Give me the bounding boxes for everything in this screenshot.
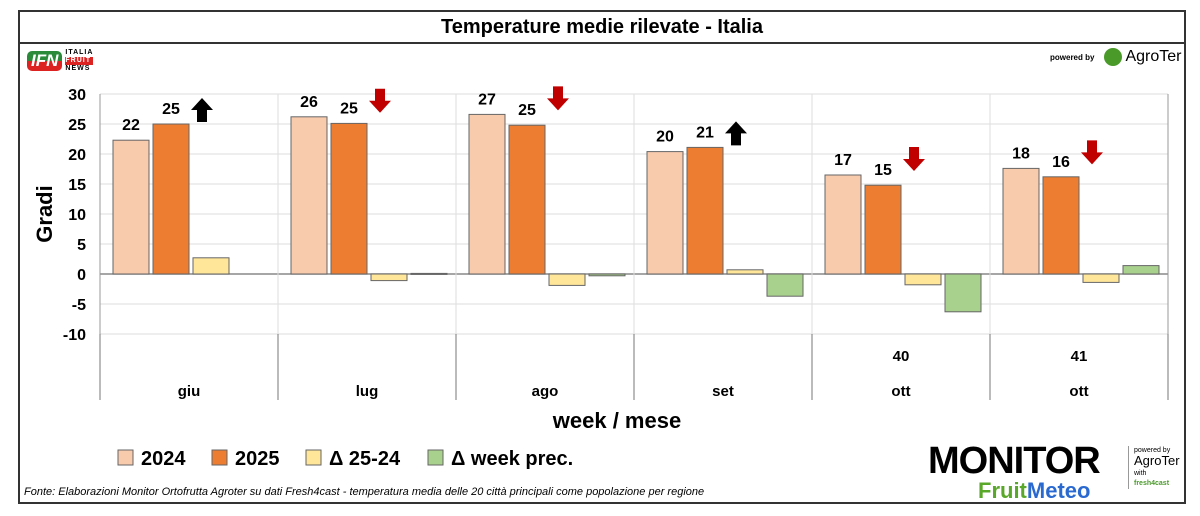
bar--25-24 [370, 273, 408, 282]
bar--25-24 [548, 273, 586, 286]
x-axis-title: week / mese [552, 408, 681, 433]
bar--week-prec- [766, 273, 804, 297]
arrow-down-icon [547, 86, 569, 111]
data-label: 21 [696, 124, 714, 141]
data-label: 15 [874, 162, 892, 179]
x-month-label: giu [178, 383, 201, 400]
bar-2024 [290, 116, 328, 275]
y-tick-label: 10 [68, 207, 86, 224]
legend-label: Δ week prec. [451, 448, 573, 470]
legend-swatch [427, 449, 444, 466]
y-axis-title: Gradi [32, 185, 57, 242]
y-tick-label: 0 [77, 267, 86, 284]
y-tick-label: 30 [68, 87, 86, 104]
y-tick-label: -5 [72, 297, 86, 314]
bar--week-prec- [588, 273, 626, 277]
x-month-label: set [712, 383, 734, 400]
bar-2024 [824, 174, 862, 275]
bar-2024 [1002, 167, 1040, 275]
y-tick-label: 25 [68, 117, 86, 134]
data-label: 20 [656, 129, 674, 146]
arrow-down-icon [903, 147, 925, 171]
bar-2025 [864, 184, 902, 275]
x-month-label: ago [532, 383, 559, 400]
arrow-up-icon [191, 98, 213, 122]
data-label: 16 [1052, 154, 1070, 171]
bar--25-24 [1082, 273, 1120, 283]
arrow-down-icon [369, 88, 391, 113]
bar--week-prec- [944, 273, 982, 313]
agroter-logo: powered by AgroTer [1050, 48, 1182, 66]
arrow-up-icon [725, 121, 747, 146]
x-month-label: lug [356, 383, 379, 400]
x-week-label: 40 [893, 348, 910, 365]
legend-label: 2024 [141, 448, 186, 470]
legend-label: Δ 25-24 [329, 448, 401, 470]
data-label: 25 [162, 101, 180, 118]
bar-2024 [112, 139, 150, 275]
bar--week-prec- [1122, 265, 1160, 275]
x-month-label: ott [1069, 383, 1088, 400]
bar-2025 [686, 146, 724, 275]
chart-title: Temperature medie rilevate - Italia [18, 10, 1186, 44]
bar-2024 [468, 113, 506, 275]
data-label: 25 [340, 100, 358, 117]
arrow-down-icon [1081, 140, 1103, 165]
footnote: Fonte: Elaborazioni Monitor Ortofrutta A… [24, 486, 705, 498]
legend-swatch [117, 449, 134, 466]
y-tick-label: -10 [63, 327, 86, 344]
data-label: 18 [1012, 145, 1030, 162]
y-tick-label: 20 [68, 147, 86, 164]
data-label: 25 [518, 102, 536, 119]
legend-swatch [305, 449, 322, 466]
ifn-logo: IFN ITALIA FRUIT NEWS [27, 49, 94, 73]
data-label: 27 [478, 91, 496, 108]
bar-2024 [646, 151, 684, 275]
bar--25-24 [726, 269, 764, 275]
bar--25-24 [192, 257, 230, 275]
tree-icon [1104, 48, 1123, 66]
bar-2025 [152, 123, 190, 275]
bar--25-24 [904, 273, 942, 286]
legend-label: 2025 [235, 448, 280, 470]
bar-2025 [330, 122, 368, 275]
x-week-label: 41 [1071, 348, 1088, 365]
legend-swatch [211, 449, 228, 466]
x-month-label: ott [891, 383, 910, 400]
y-tick-label: 5 [77, 237, 86, 254]
data-label: 22 [122, 117, 140, 134]
monitor-fruitmeteo-logo: MONITOR FruitMeteo powered by AgroTer with… [928, 440, 1180, 503]
bar-2025 [1042, 176, 1080, 275]
y-tick-label: 15 [68, 177, 86, 194]
bar-2025 [508, 124, 546, 275]
data-label: 17 [834, 152, 852, 169]
data-label: 26 [300, 94, 318, 111]
bar--week-prec- [410, 272, 448, 275]
